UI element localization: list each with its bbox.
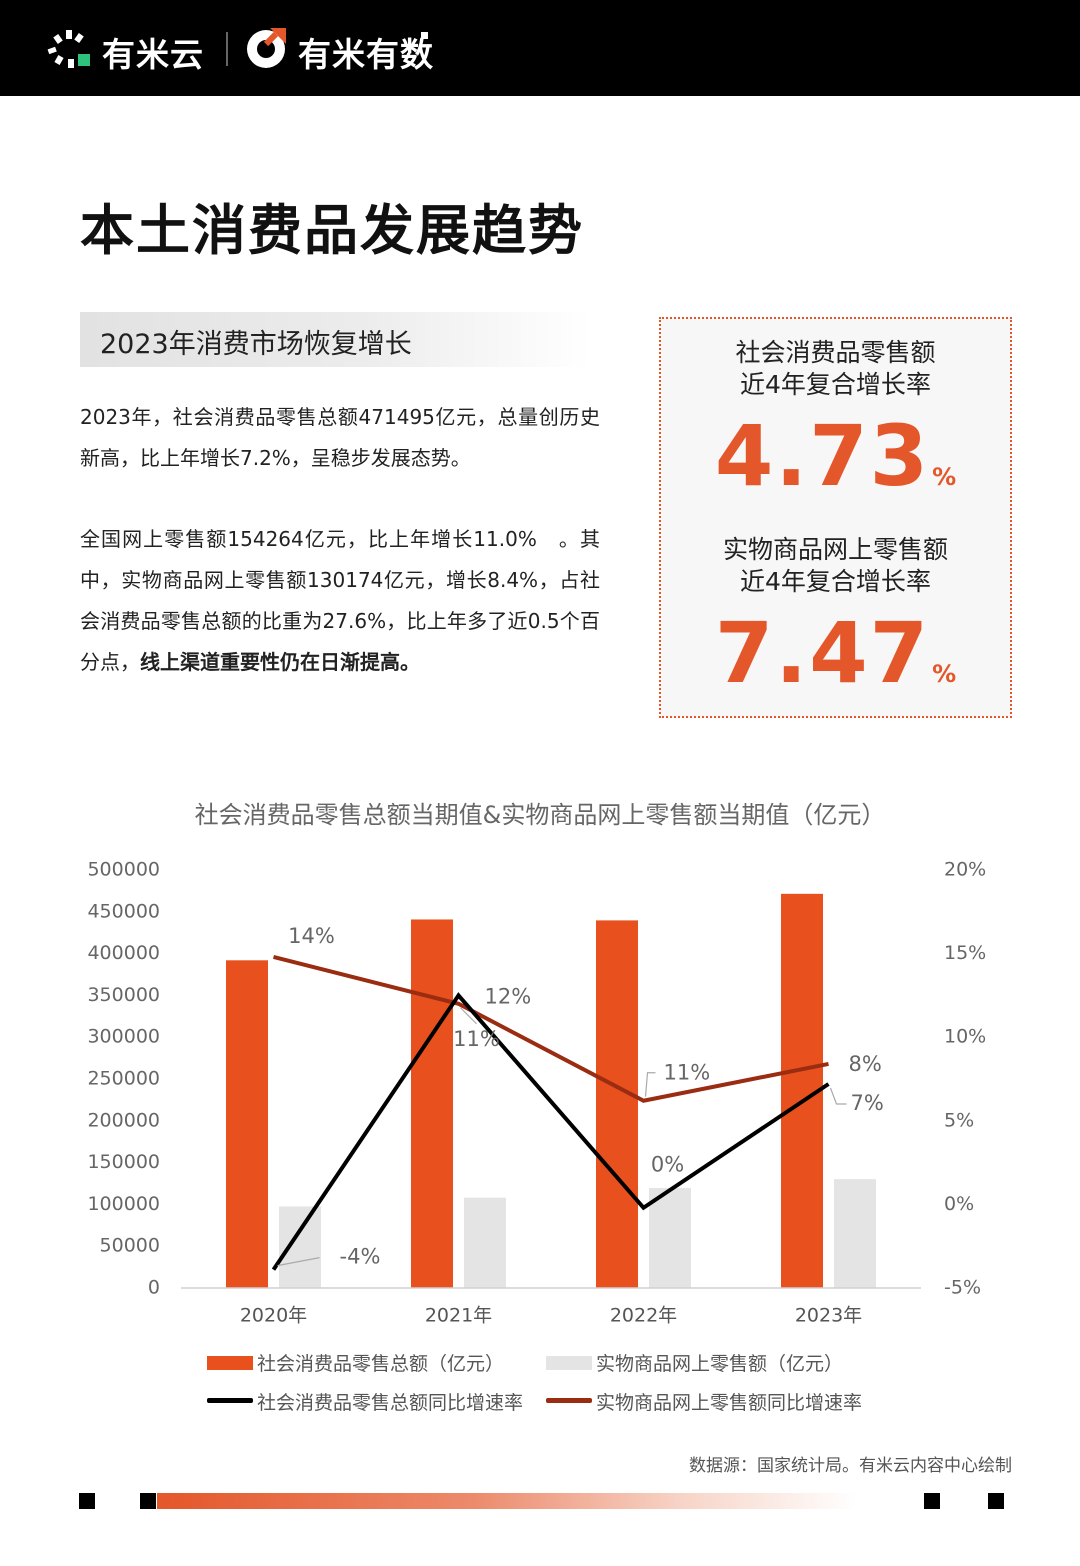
data-label-total-growth-leader — [829, 1087, 847, 1105]
y-left-tick-label: 100000 — [87, 1193, 160, 1215]
y-left-tick-label: 350000 — [87, 984, 160, 1006]
y-left-tick-label: 500000 — [87, 859, 160, 881]
y-right-tick-label: -5% — [944, 1277, 981, 1299]
y-left-tick-label: 400000 — [87, 942, 160, 964]
paragraph-2-emphasis: 线上渠道重要性仍在日渐提高。 — [140, 650, 420, 674]
x-tick-label: 2022年 — [610, 1305, 677, 1327]
stat-1-number: 4.73 — [714, 407, 931, 505]
data-label-total-growth: 0% — [651, 1153, 684, 1177]
stat-box: 社会消费品零售额 近4年复合增长率 4.73% 实物商品网上零售额 近4年复合增… — [659, 317, 1012, 718]
bar-total-retail — [596, 920, 638, 1288]
header-bar: 有米云 有米有数 — [0, 0, 1080, 96]
legend-swatch-total-line — [207, 1398, 253, 1403]
youmi-cloud-logo-icon — [47, 30, 90, 68]
data-label-total-growth: -4% — [340, 1245, 381, 1269]
y-right-tick-label: 5% — [944, 1109, 974, 1131]
data-label-online-growth: 14% — [288, 924, 335, 948]
data-label-online-growth-leader — [460, 1007, 477, 1025]
y-left-tick-label: 0 — [148, 1277, 160, 1299]
section-heading: 2023年消费市场恢复增长 — [80, 312, 590, 367]
section-heading-text: 2023年消费市场恢复增长 — [100, 329, 412, 360]
legend-swatch-online-bar — [546, 1356, 592, 1370]
footer-square-left — [79, 1493, 95, 1509]
data-label-total-growth: 7% — [851, 1091, 884, 1115]
footer-square-right-1 — [924, 1493, 940, 1509]
data-label-online-growth-leader — [644, 1072, 656, 1097]
stat-1-value: 4.73% — [661, 407, 1010, 505]
y-right-tick-label: 10% — [944, 1026, 986, 1048]
legend-online-line: 实物商品网上零售额同比增速率 — [596, 1392, 863, 1414]
legend-total-bar: 社会消费品零售总额（亿元） — [257, 1353, 505, 1375]
y-left-tick-label: 50000 — [100, 1235, 160, 1257]
bar-online-retail — [279, 1206, 321, 1288]
y-left-tick-label: 250000 — [87, 1068, 160, 1090]
legend-swatch-online-line — [546, 1398, 592, 1403]
chart-title: 社会消费品零售总额当期值&实物商品网上零售额当期值（亿元） — [194, 801, 886, 829]
brand-divider — [226, 32, 228, 66]
legend-total-line: 社会消费品零售总额同比增速率 — [257, 1392, 524, 1414]
combo-chart: 5000004500004000003500003000002500002000… — [87, 859, 986, 1327]
stat-1-label-line1: 社会消费品零售额 — [735, 338, 936, 367]
legend-swatch-total-bar — [207, 1356, 253, 1370]
y-right-tick-label: 15% — [944, 942, 986, 964]
bar-online-retail — [464, 1197, 506, 1288]
y-left-tick-label: 200000 — [87, 1109, 160, 1131]
stat-1-label-line2: 近4年复合增长率 — [740, 370, 931, 399]
x-tick-label: 2021年 — [425, 1305, 492, 1327]
data-label-online-growth: 11% — [664, 1061, 711, 1085]
line-total-growth — [271, 992, 830, 1271]
youmi-data-logo-icon — [247, 28, 286, 68]
data-label-online-growth: 8% — [849, 1052, 882, 1076]
paragraph-1: 2023年，社会消费品零售总额471495亿元，总量创历史新高，比上年增长7.2… — [80, 405, 600, 470]
legend-online-bar: 实物商品网上零售额（亿元） — [596, 1353, 844, 1375]
footer-gradient-bar — [157, 1493, 857, 1509]
stat-2-number: 7.47 — [714, 604, 931, 702]
trademark-mark — [421, 32, 428, 39]
footer-square-right-2 — [988, 1493, 1004, 1509]
footer-square-bar-start — [140, 1493, 156, 1509]
stat-2-unit: % — [932, 660, 957, 688]
x-tick-label: 2023年 — [795, 1305, 862, 1327]
stat-2-label: 实物商品网上零售额 近4年复合增长率 — [661, 534, 1010, 598]
stat-1-label: 社会消费品零售额 近4年复合增长率 — [661, 337, 1010, 401]
bar-total-retail — [226, 960, 268, 1288]
page-title: 本土消费品发展趋势 — [80, 199, 584, 262]
bar-online-retail — [834, 1179, 876, 1288]
line-online-growth — [273, 955, 829, 1103]
stat-1-unit: % — [932, 463, 957, 491]
y-left-tick-label: 150000 — [87, 1151, 160, 1173]
data-label-total-growth: 12% — [485, 984, 532, 1008]
paragraph-2: 全国网上零售额154264亿元，比上年增长11.0% 。其中，实物商品网上零售额… — [80, 519, 600, 683]
data-source-note: 数据源：国家统计局。有米云内容中心绘制 — [689, 1456, 1012, 1476]
brand-youmi-data: 有米有数 — [298, 35, 434, 74]
y-left-tick-label: 300000 — [87, 1026, 160, 1048]
y-right-tick-label: 20% — [944, 859, 986, 881]
stat-2-label-line2: 近4年复合增长率 — [740, 567, 931, 596]
brand-youmiyun: 有米云 — [102, 35, 204, 74]
data-label-online-growth: 11% — [453, 1027, 500, 1051]
bar-online-retail — [649, 1187, 691, 1288]
stat-2-value: 7.47% — [661, 604, 1010, 702]
paragraph-2-text: 全国网上零售额154264亿元，比上年增长11.0% 。其中，实物商品网上零售额… — [80, 527, 600, 674]
y-right-tick-label: 0% — [944, 1193, 974, 1215]
stat-2-label-line1: 实物商品网上零售额 — [722, 535, 948, 564]
bar-total-retail — [411, 919, 453, 1288]
x-tick-label: 2020年 — [240, 1305, 307, 1327]
y-left-tick-label: 450000 — [87, 900, 160, 922]
data-label-total-growth-leader — [277, 1257, 320, 1267]
